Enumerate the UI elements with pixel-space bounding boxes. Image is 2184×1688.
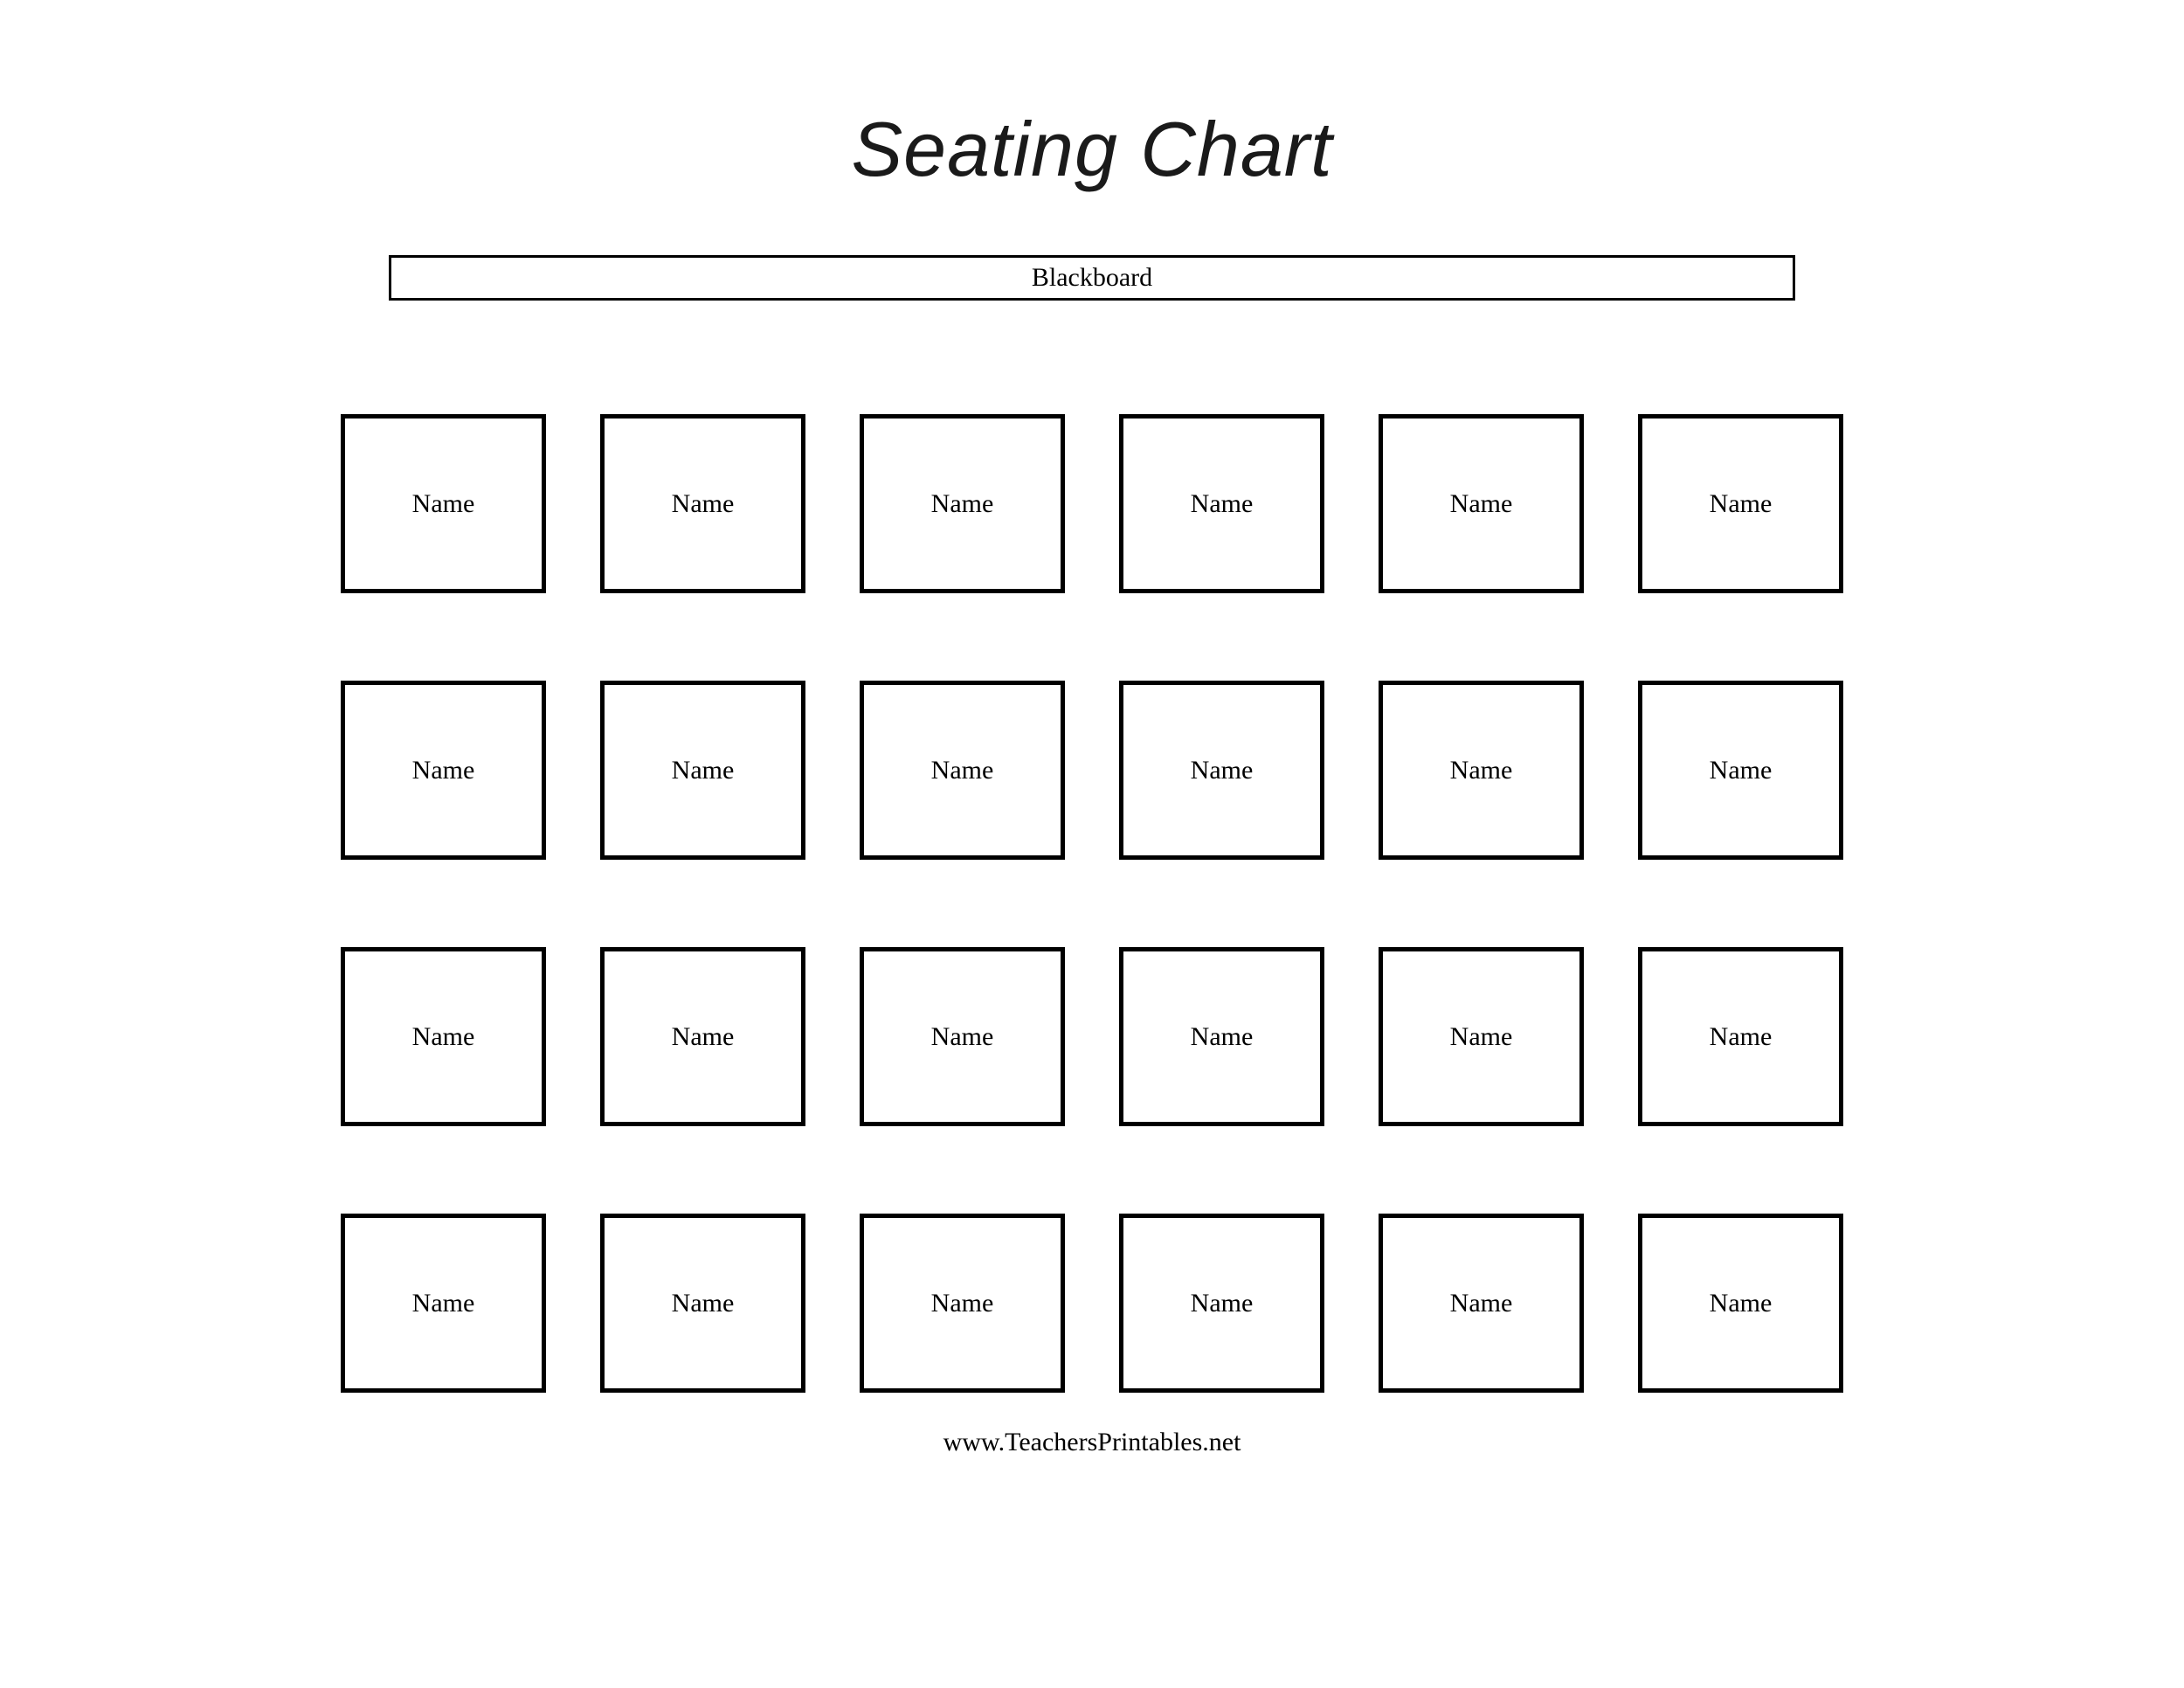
- seat: Name: [1638, 947, 1843, 1126]
- seat-label: Name: [672, 1289, 735, 1318]
- seat: Name: [1379, 1214, 1584, 1393]
- seat-label: Name: [672, 489, 735, 519]
- seat: Name: [1119, 414, 1324, 593]
- seating-grid: Name Name Name Name Name Name Name Name …: [341, 414, 1843, 1393]
- seat-label: Name: [1191, 489, 1254, 519]
- seat-label: Name: [1450, 1289, 1513, 1318]
- seat: Name: [1638, 681, 1843, 860]
- seat: Name: [341, 947, 546, 1126]
- seat-label: Name: [1450, 756, 1513, 785]
- seat: Name: [860, 947, 1065, 1126]
- seat-label: Name: [1710, 756, 1773, 785]
- seat: Name: [1638, 1214, 1843, 1393]
- seat-label: Name: [931, 489, 994, 519]
- seat: Name: [1119, 1214, 1324, 1393]
- seat-label: Name: [1710, 1289, 1773, 1318]
- blackboard-label: Blackboard: [1032, 263, 1152, 293]
- seat: Name: [600, 414, 805, 593]
- seat: Name: [1638, 414, 1843, 593]
- seat-label: Name: [931, 1289, 994, 1318]
- seat-label: Name: [412, 1289, 475, 1318]
- seat-label: Name: [672, 756, 735, 785]
- seat: Name: [860, 414, 1065, 593]
- seat: Name: [860, 681, 1065, 860]
- seat-label: Name: [1710, 489, 1773, 519]
- seat-label: Name: [412, 489, 475, 519]
- seat: Name: [1119, 681, 1324, 860]
- seat-label: Name: [412, 1022, 475, 1052]
- seat: Name: [860, 1214, 1065, 1393]
- seat: Name: [600, 947, 805, 1126]
- seat: Name: [600, 1214, 805, 1393]
- seat-label: Name: [672, 1022, 735, 1052]
- seat: Name: [1379, 414, 1584, 593]
- footer-text: www.TeachersPrintables.net: [943, 1428, 1241, 1457]
- seat-label: Name: [412, 756, 475, 785]
- seat: Name: [341, 414, 546, 593]
- seat-label: Name: [931, 756, 994, 785]
- seat: Name: [341, 681, 546, 860]
- page-title: Seating Chart: [851, 105, 1332, 194]
- seat-label: Name: [1450, 1022, 1513, 1052]
- seat-label: Name: [1191, 756, 1254, 785]
- seat: Name: [1379, 681, 1584, 860]
- seat-label: Name: [1450, 489, 1513, 519]
- seat-label: Name: [1710, 1022, 1773, 1052]
- blackboard-bar: Blackboard: [389, 255, 1795, 301]
- seat-label: Name: [931, 1022, 994, 1052]
- seat: Name: [1379, 947, 1584, 1126]
- seat: Name: [600, 681, 805, 860]
- seat-label: Name: [1191, 1289, 1254, 1318]
- seat-label: Name: [1191, 1022, 1254, 1052]
- seat: Name: [341, 1214, 546, 1393]
- seat: Name: [1119, 947, 1324, 1126]
- page-container: Seating Chart Blackboard Name Name Name …: [0, 0, 2184, 1688]
